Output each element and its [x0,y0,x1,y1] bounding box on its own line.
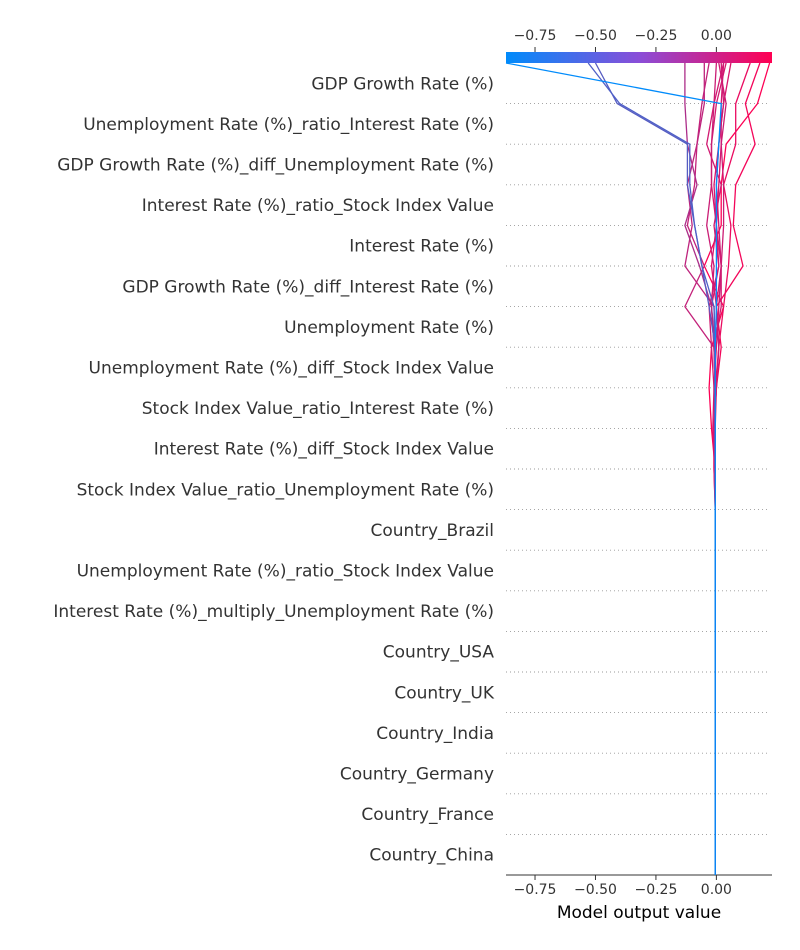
decision-lines [505,62,771,875]
feature-label: Interest Rate (%)_multiply_Unemployment … [53,602,494,622]
colorbar [506,52,772,63]
feature-label: Country_China [369,846,494,866]
colorbar-tick-label: −0.75 [514,28,557,44]
colorbar-tick-label: −0.50 [574,28,617,44]
feature-label: Stock Index Value_ratio_Unemployment Rat… [77,480,494,500]
x-axis-label: Model output value [557,903,721,923]
feature-label: Unemployment Rate (%)_ratio_Stock Index … [77,562,494,582]
decision-line-16 [505,62,722,875]
feature-label: Interest Rate (%)_ratio_Stock Index Valu… [142,196,494,216]
feature-label: Country_France [361,805,494,825]
x-tick-label: 0.00 [701,882,732,898]
feature-label: Interest Rate (%) [349,237,494,257]
feature-label: Country_India [376,724,494,744]
feature-label: Country_Germany [340,765,494,785]
feature-label: Unemployment Rate (%)_diff_Stock Index V… [89,359,494,379]
x-tick-label: −0.75 [514,882,557,898]
feature-label: Interest Rate (%)_diff_Stock Index Value [154,440,494,460]
feature-label: GDP Growth Rate (%)_diff_Interest Rate (… [122,277,494,297]
x-tick-label: −0.50 [574,882,617,898]
x-tick-label: −0.25 [634,882,677,898]
feature-label: Unemployment Rate (%)_ratio_Interest Rat… [83,115,494,135]
colorbar-ticks: −0.75 −0.50 −0.25 0.00 [514,28,732,52]
colorbar-tick-label: 0.00 [701,28,732,44]
feature-labels: GDP Growth Rate (%) Unemployment Rate (%)… [53,74,494,865]
feature-label: GDP Growth Rate (%)_diff_Unemployment Ra… [57,156,494,176]
colorbar-tick-label: −0.25 [634,28,677,44]
feature-label: Country_UK [394,683,494,703]
x-axis: −0.75 −0.50 −0.25 0.00 [506,874,772,898]
feature-label: Stock Index Value_ratio_Interest Rate (%… [142,399,494,419]
feature-label: Unemployment Rate (%) [284,318,494,338]
decision-line-15 [587,62,716,875]
feature-label: GDP Growth Rate (%) [311,74,494,94]
feature-label: Country_Brazil [371,521,494,541]
gridlines [506,103,770,835]
feature-label: Country_USA [383,643,495,663]
